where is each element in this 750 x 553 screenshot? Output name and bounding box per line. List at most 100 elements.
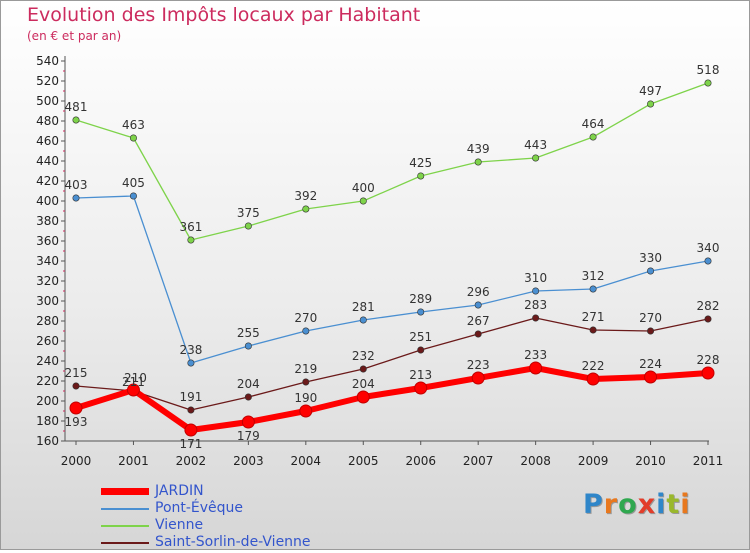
- x-tick-label: 2003: [233, 454, 264, 468]
- data-point: [647, 100, 655, 108]
- x-tick-label: 2007: [463, 454, 494, 468]
- y-tick-label: 320: [36, 274, 59, 288]
- data-point: [359, 316, 367, 324]
- data-label: 191: [179, 390, 202, 404]
- data-point: [302, 378, 310, 386]
- y-tick-label: 420: [36, 174, 59, 188]
- data-label: 179: [237, 429, 260, 443]
- data-point: [302, 327, 310, 335]
- data-label: 251: [409, 330, 432, 344]
- y-tick-label: 260: [36, 334, 59, 348]
- data-point: [704, 257, 712, 265]
- data-point: [184, 423, 198, 437]
- y-tick-label: 340: [36, 254, 59, 268]
- y-tick-label: 240: [36, 354, 59, 368]
- y-tick-label: 460: [36, 134, 59, 148]
- data-point: [589, 326, 597, 334]
- y-tick-label: 400: [36, 194, 59, 208]
- logo-letter: r: [603, 489, 619, 520]
- data-label: 233: [524, 348, 547, 362]
- data-point: [69, 401, 83, 415]
- chart-subtitle: (en € et par an): [27, 29, 122, 43]
- data-point: [359, 197, 367, 205]
- data-point: [187, 236, 195, 244]
- x-tick-label: 2011: [693, 454, 724, 468]
- data-point: [644, 370, 658, 384]
- x-tick-label: 2008: [520, 454, 551, 468]
- legend-label: JARDIN: [155, 483, 204, 499]
- y-tick-label: 380: [36, 214, 59, 228]
- data-label: 193: [65, 415, 88, 429]
- data-point: [529, 361, 543, 375]
- data-point: [244, 222, 252, 230]
- data-point: [359, 365, 367, 373]
- data-point: [417, 172, 425, 180]
- data-point: [72, 382, 80, 390]
- data-label: 392: [294, 189, 317, 203]
- data-label: 204: [352, 377, 375, 391]
- data-label: 289: [409, 292, 432, 306]
- data-label: 223: [467, 358, 490, 372]
- x-tick-label: 2005: [348, 454, 379, 468]
- legend-label: Saint-Sorlin-de-Vienne: [155, 534, 311, 550]
- data-label: 443: [524, 138, 547, 152]
- data-label: 464: [582, 117, 605, 131]
- data-label: 238: [179, 343, 202, 357]
- data-label: 405: [122, 176, 145, 190]
- data-point: [244, 342, 252, 350]
- data-point: [129, 192, 137, 200]
- data-point: [532, 314, 540, 322]
- data-point: [704, 79, 712, 87]
- data-label: 267: [467, 314, 490, 328]
- y-tick-label: 220: [36, 374, 59, 388]
- chart-axes: 160 180 200 220 240 260 280 300 320 340 360 380 400 4…: [36, 54, 723, 468]
- logo-letter: x: [637, 489, 657, 520]
- data-label: 270: [294, 311, 317, 325]
- data-label: 282: [697, 299, 720, 313]
- proxiti-logo: Proxiti: [583, 489, 691, 520]
- data-label: 439: [467, 142, 490, 156]
- data-label: 228: [697, 353, 720, 367]
- x-tick-label: 2002: [176, 454, 207, 468]
- data-label: 403: [65, 178, 88, 192]
- data-point: [532, 287, 540, 295]
- data-label: 190: [294, 391, 317, 405]
- data-label: 296: [467, 285, 490, 299]
- y-tick-label: 160: [36, 434, 59, 448]
- data-label: 375: [237, 206, 260, 220]
- legend-swatch: [101, 542, 149, 544]
- y-tick-label: 440: [36, 154, 59, 168]
- data-point: [72, 116, 80, 124]
- legend-label: Vienne: [155, 517, 204, 533]
- data-point: [241, 415, 255, 429]
- data-label: 361: [179, 220, 202, 234]
- y-tick-label: 200: [36, 394, 59, 408]
- data-label: 204: [237, 377, 260, 391]
- data-point: [701, 366, 715, 380]
- data-point: [244, 393, 252, 401]
- data-label: 211: [122, 375, 145, 389]
- data-label: 219: [294, 362, 317, 376]
- data-label: 270: [639, 311, 662, 325]
- logo-letter: i: [680, 489, 691, 520]
- data-point: [417, 346, 425, 354]
- x-tick-label: 2009: [578, 454, 609, 468]
- data-label: 255: [237, 326, 260, 340]
- data-label: 222: [582, 359, 605, 373]
- logo-letter: i: [656, 489, 667, 520]
- data-label: 518: [697, 63, 720, 77]
- data-label: 340: [697, 241, 720, 255]
- y-tick-label: 180: [36, 414, 59, 428]
- x-tick-label: 2001: [118, 454, 149, 468]
- data-point: [589, 285, 597, 293]
- x-tick-label: 2006: [405, 454, 436, 468]
- data-label: 463: [122, 118, 145, 132]
- y-tick-label: 280: [36, 314, 59, 328]
- data-point: [129, 134, 137, 142]
- data-point: [302, 205, 310, 213]
- data-label: 497: [639, 84, 662, 98]
- y-tick-label: 500: [36, 94, 59, 108]
- data-label: 281: [352, 300, 375, 314]
- data-label: 400: [352, 181, 375, 195]
